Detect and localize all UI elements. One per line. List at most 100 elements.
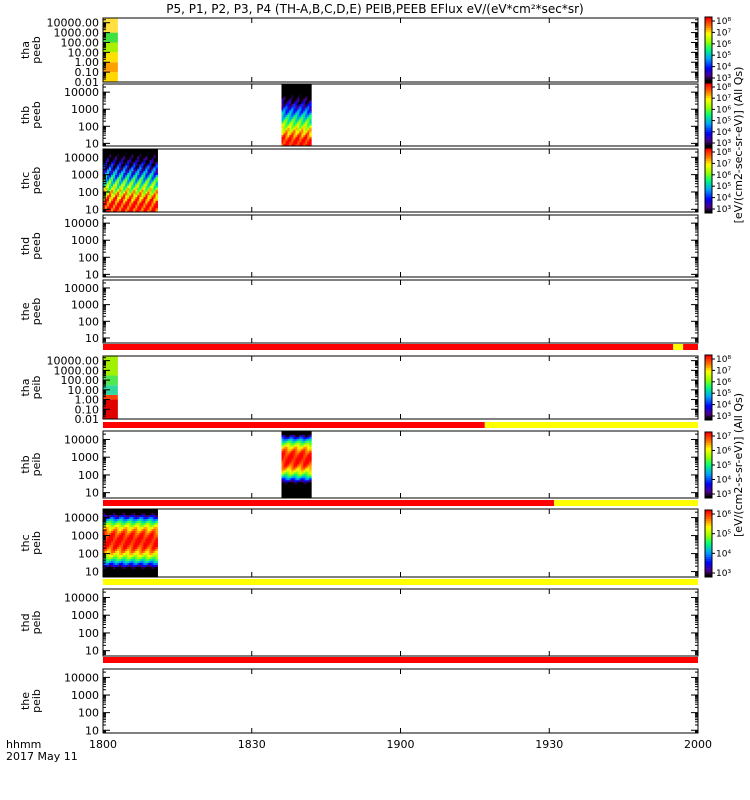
spectrogram-cell — [131, 561, 134, 564]
spectrogram-cell — [135, 176, 138, 180]
spectrogram-cell — [125, 525, 128, 528]
spectrogram-cell — [125, 513, 128, 516]
spectrogram-cell — [149, 543, 152, 546]
spectrogram-cell — [151, 529, 154, 532]
spectrogram-cell — [107, 557, 110, 560]
spectrogram-cell — [115, 549, 118, 552]
spectrogram-cell — [137, 539, 140, 542]
spectrogram-cell — [109, 197, 112, 200]
spectrogram-cell — [117, 173, 120, 176]
spectrogram-cell — [121, 186, 124, 189]
spectrogram-cell — [307, 136, 310, 140]
spectrogram-cell — [103, 549, 106, 552]
spectrogram-cell — [299, 474, 302, 477]
spectrogram-cell — [151, 160, 154, 163]
spectrogram-cell — [121, 152, 124, 155]
spectrogram-cell — [115, 559, 118, 562]
spectrogram-cell — [307, 470, 310, 473]
spectrogram-cell — [295, 100, 298, 103]
spectrogram-cell — [129, 527, 132, 530]
spectrogram-cell — [135, 206, 138, 209]
spectrogram-cell — [125, 519, 128, 522]
colorbar-cell — [705, 514, 712, 518]
colorbar-cell — [705, 415, 712, 419]
colorbar-tick-label: 10⁴ — [716, 401, 731, 411]
spectrogram-cell — [289, 450, 292, 454]
spectrogram-cell — [309, 91, 312, 94]
spectrogram-cell — [133, 165, 136, 168]
spectrogram-cell — [283, 436, 286, 440]
colorbar-cell — [705, 570, 712, 573]
spectrogram-cell — [143, 539, 146, 542]
spectrogram-cell — [291, 488, 294, 491]
colorbar-cell — [705, 385, 712, 388]
spectrogram-cell — [149, 559, 152, 562]
spectrogram-cell — [309, 107, 312, 110]
spectrogram-cell — [301, 431, 304, 434]
spectrogram-cell — [301, 133, 304, 136]
spectrogram-cell — [109, 195, 112, 198]
spectrogram-cell — [115, 197, 118, 200]
spectrogram-cell — [115, 186, 118, 189]
spectrogram-cell — [141, 199, 144, 202]
spectrogram-cell — [155, 206, 158, 209]
x-tick-label: 1900 — [387, 738, 415, 751]
spectrogram-cell — [125, 200, 128, 204]
spectrogram-cell — [129, 575, 132, 578]
spectrogram-cell — [141, 180, 144, 183]
spectrogram-cell — [285, 135, 288, 138]
spectrogram-cell — [149, 210, 152, 213]
spectrogram-cell — [137, 156, 140, 159]
y-tick-label: 10000.00 — [47, 355, 100, 368]
spectrogram-cell — [137, 208, 140, 211]
spectrogram-cell — [133, 178, 136, 181]
spectrogram-cell — [111, 163, 114, 167]
spectrogram-cell — [289, 94, 292, 98]
spectrogram-cell — [297, 113, 300, 116]
spectrogram-cell — [125, 202, 128, 205]
colorbar-cell — [705, 64, 712, 68]
spectrogram-cell — [301, 496, 304, 499]
spectrogram-cell — [289, 116, 292, 120]
colorbar-cell — [705, 89, 712, 92]
spectrogram-cell — [307, 84, 310, 87]
spectrogram-cell — [121, 513, 124, 516]
spectrogram-cell — [287, 431, 290, 434]
spectrogram-cell — [109, 187, 112, 191]
spectrogram-cell — [299, 466, 302, 469]
colorbar-tick-label: 10⁵ — [716, 530, 731, 540]
spectrogram-cell — [113, 541, 116, 544]
spectrogram-cell — [283, 96, 286, 99]
spectrogram-cell — [129, 187, 132, 191]
spectrogram-cell — [301, 120, 304, 123]
spectrogram-cell — [293, 436, 296, 440]
spectrogram-cell — [125, 551, 128, 554]
spectrogram-cell — [121, 178, 124, 181]
spectrogram-cell — [147, 165, 150, 168]
spectrogram-cell — [141, 541, 144, 544]
spectrogram-cell — [299, 125, 302, 129]
spectrogram-cell — [103, 523, 106, 526]
spectrogram-cell — [107, 200, 110, 204]
spectrogram-cell — [109, 163, 112, 167]
spectrogram-cell — [283, 446, 286, 450]
colorbar-cell — [705, 108, 712, 112]
spectrogram-cell — [129, 571, 132, 574]
spectrogram-cell — [131, 569, 134, 572]
colorbar-tick-label: 10³ — [716, 205, 731, 215]
spectrogram-cell — [119, 533, 122, 536]
spectrogram-cell — [125, 193, 128, 196]
spectrogram-cell — [105, 525, 108, 528]
spectrogram-cell — [149, 523, 152, 526]
spectrogram-cell — [123, 529, 126, 532]
spectrogram-cell — [107, 150, 110, 154]
colorbar-cell — [705, 104, 712, 107]
spectrogram-cell — [151, 537, 154, 540]
y-tick-label: 1000.00 — [54, 364, 100, 377]
spectrogram-cell — [149, 517, 152, 520]
colorbar-cell — [705, 510, 712, 513]
spectrogram-cell — [153, 519, 156, 522]
colorbar-tick-label: 10⁶ — [716, 378, 731, 388]
spectrogram-cell — [297, 144, 300, 147]
spectrogram-cell — [119, 200, 122, 204]
